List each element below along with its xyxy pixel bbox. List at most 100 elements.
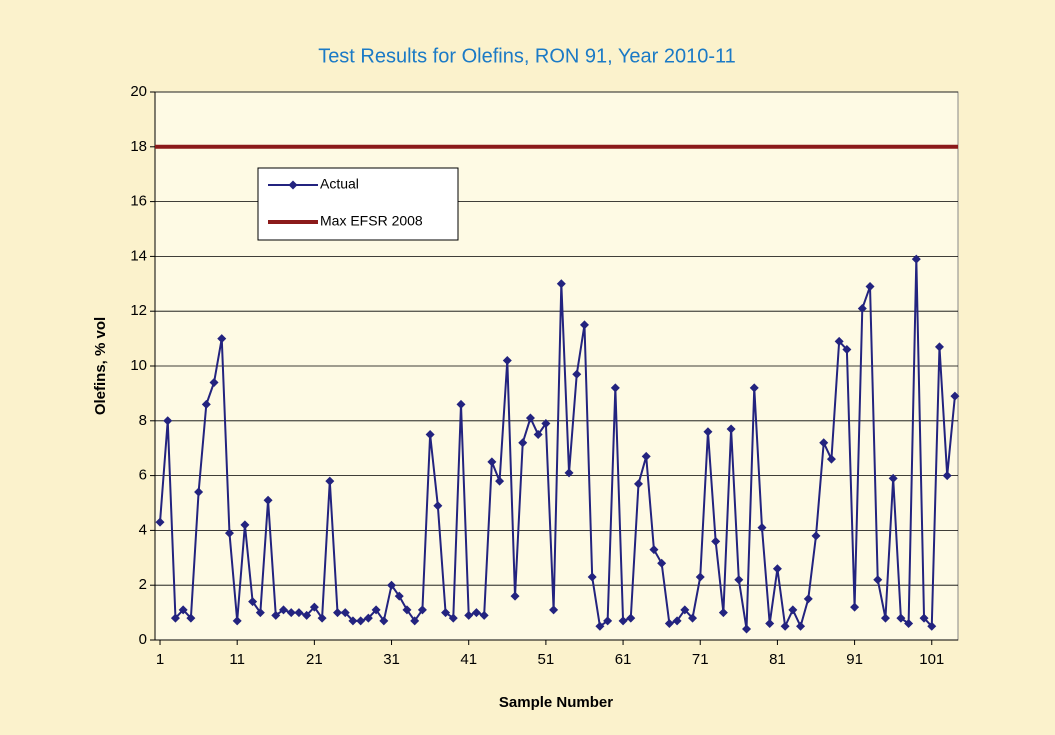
data-point xyxy=(194,487,204,497)
data-point xyxy=(587,572,597,582)
data-point xyxy=(340,608,350,618)
x-tick-label: 81 xyxy=(769,651,786,668)
data-point xyxy=(286,608,296,618)
y-tick-label: 16 xyxy=(130,193,147,210)
y-tick-label: 8 xyxy=(139,412,147,429)
data-point xyxy=(186,613,196,623)
data-point xyxy=(317,613,327,623)
y-tick-label: 10 xyxy=(130,357,147,374)
data-point xyxy=(178,605,188,615)
data-point xyxy=(495,476,505,486)
data-point xyxy=(518,438,528,448)
y-tick-label: 12 xyxy=(130,302,147,319)
x-tick-label: 91 xyxy=(846,651,863,668)
data-point xyxy=(333,608,343,618)
data-point xyxy=(271,610,281,620)
legend-box xyxy=(257,167,459,241)
y-tick-label: 2 xyxy=(139,576,147,593)
data-point xyxy=(726,424,736,434)
data-point xyxy=(464,610,474,620)
data-point xyxy=(387,580,397,590)
legend-label: Actual xyxy=(320,176,359,192)
data-point xyxy=(664,619,674,629)
y-tick-label: 4 xyxy=(139,521,147,538)
data-point xyxy=(579,320,589,330)
data-point xyxy=(703,427,713,437)
x-tick-label: 51 xyxy=(538,651,555,668)
data-point xyxy=(525,413,535,423)
x-tick-label: 61 xyxy=(615,651,632,668)
data-point xyxy=(433,501,443,511)
data-point xyxy=(610,383,620,393)
data-point xyxy=(263,495,273,505)
data-point xyxy=(224,528,234,538)
data-point xyxy=(695,572,705,582)
data-point xyxy=(201,399,211,409)
data-point xyxy=(934,342,944,352)
data-point xyxy=(371,605,381,615)
data-point xyxy=(919,613,929,623)
data-point xyxy=(448,613,458,623)
data-point xyxy=(564,468,574,478)
x-tick-label: 31 xyxy=(383,651,400,668)
data-point xyxy=(896,613,906,623)
x-tick-label: 41 xyxy=(460,651,477,668)
data-point xyxy=(309,602,319,612)
data-point xyxy=(857,303,867,313)
data-point xyxy=(641,451,651,461)
data-point xyxy=(826,454,836,464)
data-point xyxy=(379,616,389,626)
x-tick-label: 101 xyxy=(919,651,944,668)
data-point xyxy=(541,419,551,429)
data-point xyxy=(950,391,960,401)
data-point xyxy=(217,334,227,344)
data-point xyxy=(749,383,759,393)
data-point xyxy=(811,531,821,541)
legend-label: Max EFSR 2008 xyxy=(320,213,423,229)
data-point xyxy=(394,591,404,601)
data-point xyxy=(834,336,844,346)
data-point xyxy=(402,605,412,615)
data-point xyxy=(155,517,165,527)
x-axis-label: Sample Number xyxy=(499,694,613,711)
data-point xyxy=(348,616,358,626)
data-point xyxy=(240,520,250,530)
data-point xyxy=(456,399,466,409)
y-tick-label: 0 xyxy=(139,631,147,648)
data-point xyxy=(888,473,898,483)
data-point xyxy=(255,608,265,618)
data-point xyxy=(356,616,366,626)
data-point xyxy=(718,608,728,618)
data-point xyxy=(572,369,582,379)
data-point xyxy=(911,254,921,264)
y-tick-label: 20 xyxy=(130,83,147,100)
data-point xyxy=(796,621,806,631)
data-point xyxy=(711,536,721,546)
data-point xyxy=(325,476,335,486)
x-tick-label: 1 xyxy=(156,651,164,668)
data-point xyxy=(680,605,690,615)
data-point xyxy=(842,345,852,355)
data-point xyxy=(927,621,937,631)
data-point xyxy=(865,282,875,292)
x-tick-label: 11 xyxy=(229,651,245,668)
data-point xyxy=(803,594,813,604)
data-point xyxy=(510,591,520,601)
data-point xyxy=(417,605,427,615)
data-point xyxy=(633,479,643,489)
chart-title: Test Results for Olefins, RON 91, Year 2… xyxy=(318,45,736,67)
data-point xyxy=(734,575,744,585)
data-point xyxy=(595,621,605,631)
data-point xyxy=(471,608,481,618)
data-point xyxy=(410,616,420,626)
data-point xyxy=(649,545,659,555)
data-point xyxy=(232,616,242,626)
data-point xyxy=(742,624,752,634)
x-tick-label: 21 xyxy=(306,651,323,668)
data-point xyxy=(278,605,288,615)
data-point xyxy=(502,356,512,366)
x-tick-label: 71 xyxy=(692,651,709,668)
data-point xyxy=(942,471,952,481)
y-tick-label: 14 xyxy=(130,247,147,264)
